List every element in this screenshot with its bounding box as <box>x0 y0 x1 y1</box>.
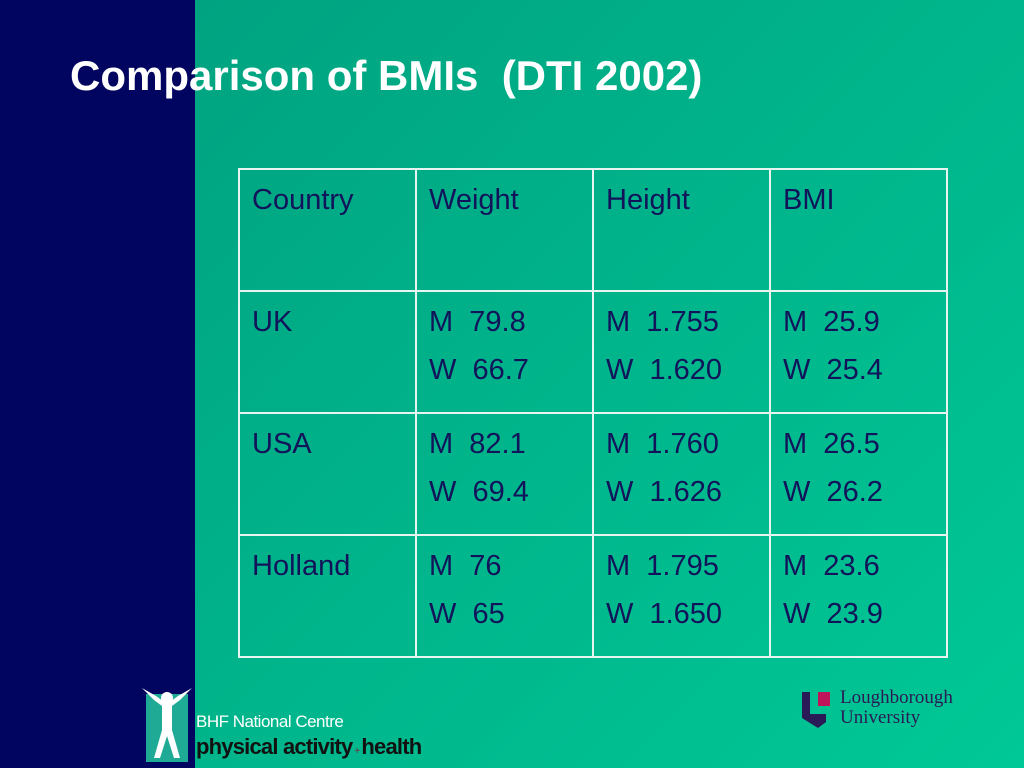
table-cell: M 1.755 W 1.620 <box>592 290 771 414</box>
table-cell: USA <box>238 412 417 536</box>
lboro-text: Loughborough University <box>840 688 953 728</box>
slide-title: Comparison of BMIs (DTI 2002) <box>70 52 703 99</box>
cell-line: M 82.1 <box>429 428 526 460</box>
table-row: Holland M 76 W 65 M 1.795 W 1.650 M 23.6 W 23.… <box>238 534 948 658</box>
bhf-icon <box>142 688 192 762</box>
table-cell: M 1.795 W 1.650 <box>592 534 771 658</box>
bhf-line1: BHF National Centre <box>196 712 344 731</box>
header-text: Height <box>606 184 690 216</box>
table-cell: M 1.760 W 1.626 <box>592 412 771 536</box>
cell-line: W 1.626 <box>606 476 723 508</box>
cell-line: M 26.5 <box>783 428 880 460</box>
table-cell: UK <box>238 290 417 414</box>
table-cell: M 23.6 W 23.9 <box>769 534 948 658</box>
cell-line: W 65 <box>429 598 505 630</box>
cell-line: M 25.9 <box>783 306 880 338</box>
table-cell: M 79.8 W 66.7 <box>415 290 594 414</box>
lboro-line1: Loughborough <box>840 687 953 708</box>
side-band <box>0 0 195 768</box>
table-cell: M 76 W 65 <box>415 534 594 658</box>
cell-text: Holland <box>252 550 351 582</box>
cell-line: W 26.2 <box>783 476 883 508</box>
bhf-line2b: health <box>361 734 422 759</box>
header-text: Country <box>252 184 354 216</box>
cell-line: M 1.795 <box>606 550 719 582</box>
cell-line: M 23.6 <box>783 550 880 582</box>
cell-line: W 1.650 <box>606 598 723 630</box>
table-row: UK M 79.8 W 66.7 M 1.755 W 1.620 M 25.9 W 25.4 <box>238 290 948 414</box>
table-cell: M 26.5 W 26.2 <box>769 412 948 536</box>
header-cell: Weight <box>415 168 594 292</box>
table-cell: M 25.9 W 25.4 <box>769 290 948 414</box>
table-cell: M 82.1 W 69.4 <box>415 412 594 536</box>
cell-line: W 1.620 <box>606 354 723 386</box>
lboro-icon <box>802 692 830 728</box>
header-text: Weight <box>429 184 519 216</box>
bhf-line2a: physical activity <box>196 734 353 759</box>
cell-line: W 69.4 <box>429 476 529 508</box>
header-cell: Country <box>238 168 417 292</box>
cell-line: W 25.4 <box>783 354 883 386</box>
table-cell: Holland <box>238 534 417 658</box>
header-cell: BMI <box>769 168 948 292</box>
cell-text: USA <box>252 428 312 460</box>
bhf-line2: physical activity + health <box>196 734 422 759</box>
lboro-line2: University <box>840 707 921 728</box>
cell-line: M 1.760 <box>606 428 719 460</box>
cell-text: UK <box>252 306 293 338</box>
table-row: USA M 82.1 W 69.4 M 1.760 W 1.626 M 26.5 W 26.… <box>238 412 948 536</box>
header-text: BMI <box>783 184 835 216</box>
bmi-table: Country Weight Height BMI UK M 79.8 W 66.7 M 1.… <box>238 168 948 658</box>
lboro-logo: Loughborough University <box>800 688 1000 732</box>
header-cell: Height <box>592 168 771 292</box>
cell-line: W 23.9 <box>783 598 883 630</box>
cell-line: M 79.8 <box>429 306 526 338</box>
header-row: Country Weight Height BMI <box>238 168 948 292</box>
bhf-logo: BHF National Centre physical activity + … <box>140 686 470 766</box>
cell-line: M 1.755 <box>606 306 719 338</box>
cell-line: W 66.7 <box>429 354 529 386</box>
cell-line: M 76 <box>429 550 502 582</box>
